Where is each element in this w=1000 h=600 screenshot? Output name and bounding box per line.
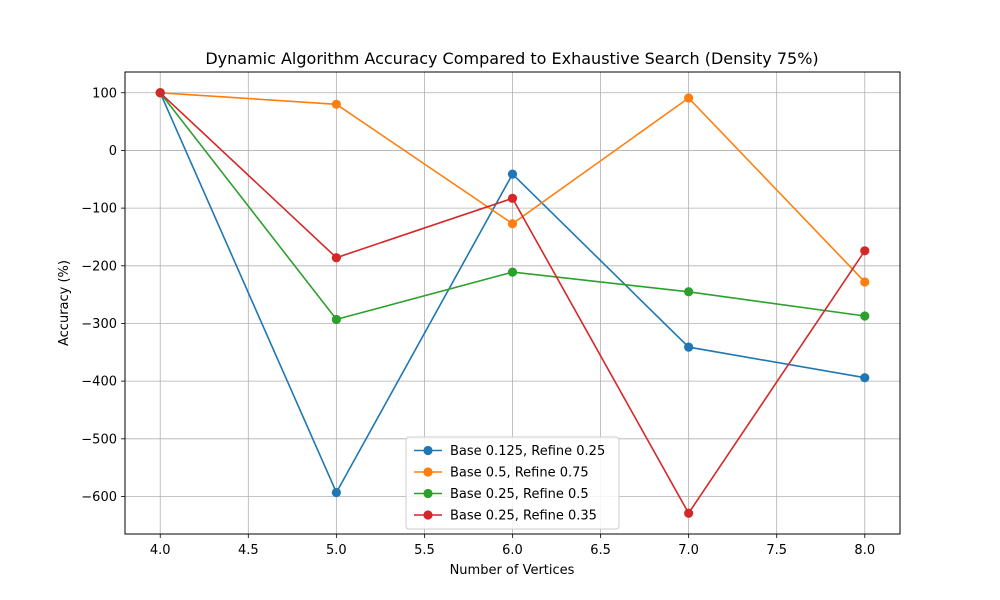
legend-swatch-marker xyxy=(423,488,433,499)
data-point xyxy=(507,267,518,277)
x-tick-label: 6.0 xyxy=(502,543,523,558)
legend-box xyxy=(405,436,620,530)
series-layer xyxy=(155,88,870,518)
x-tick-label: 4.0 xyxy=(150,543,171,558)
legend-swatch-marker xyxy=(423,510,433,520)
y-tick-label: 0 xyxy=(109,144,117,159)
x-tick-label: 5.5 xyxy=(414,543,435,558)
y-tick-label: −100 xyxy=(81,202,117,217)
y-tick-label: −600 xyxy=(81,490,117,505)
data-point xyxy=(507,169,518,179)
data-point xyxy=(331,253,341,263)
legend-label: Base 0.5, Refine 0.75 xyxy=(450,466,589,481)
data-point xyxy=(684,93,694,103)
y-tick-label: 100 xyxy=(92,86,117,101)
data-point xyxy=(331,314,341,325)
y-tick-label: −300 xyxy=(81,317,117,332)
legend-label: Base 0.125, Refine 0.25 xyxy=(450,444,605,459)
legend: Base 0.125, Refine 0.25 Base 0.5, Refine … xyxy=(405,436,620,530)
data-point xyxy=(507,193,518,203)
y-tick-label: −400 xyxy=(81,375,117,390)
x-tick-label: 7.5 xyxy=(766,543,787,558)
x-tick-label: 5.0 xyxy=(326,543,347,558)
data-point xyxy=(684,342,694,352)
y-tick-label: −500 xyxy=(81,432,117,447)
y-tick-label: −200 xyxy=(81,259,117,274)
data-point xyxy=(155,88,165,98)
data-point xyxy=(860,373,870,383)
data-point xyxy=(684,287,694,297)
data-point xyxy=(860,277,870,287)
x-tick-label: 8.0 xyxy=(854,543,875,558)
axis-ticks: 4.0 4.5 5.0 5.5 6.0 6.5 7.0 7.5 8.0 100 0 −100 −200 −… xyxy=(81,86,875,558)
legend-label: Base 0.25, Refine 0.35 xyxy=(450,509,597,524)
data-point xyxy=(860,311,870,321)
data-point xyxy=(860,246,870,256)
x-axis-label: Number of Vertices xyxy=(450,563,575,578)
x-tick-label: 6.5 xyxy=(590,543,611,558)
legend-swatch-marker xyxy=(423,467,433,477)
y-axis-label: Accuracy (%) xyxy=(57,260,72,346)
data-point xyxy=(331,99,341,109)
data-point xyxy=(331,487,341,498)
x-tick-label: 4.5 xyxy=(238,543,259,558)
data-point xyxy=(507,219,518,229)
x-tick-label: 7.0 xyxy=(678,543,699,558)
data-point xyxy=(684,508,694,518)
chart-title: Dynamic Algorithm Accuracy Compared to E… xyxy=(205,49,818,68)
legend-label: Base 0.25, Refine 0.5 xyxy=(450,487,589,502)
legend-swatch-marker xyxy=(423,445,433,456)
